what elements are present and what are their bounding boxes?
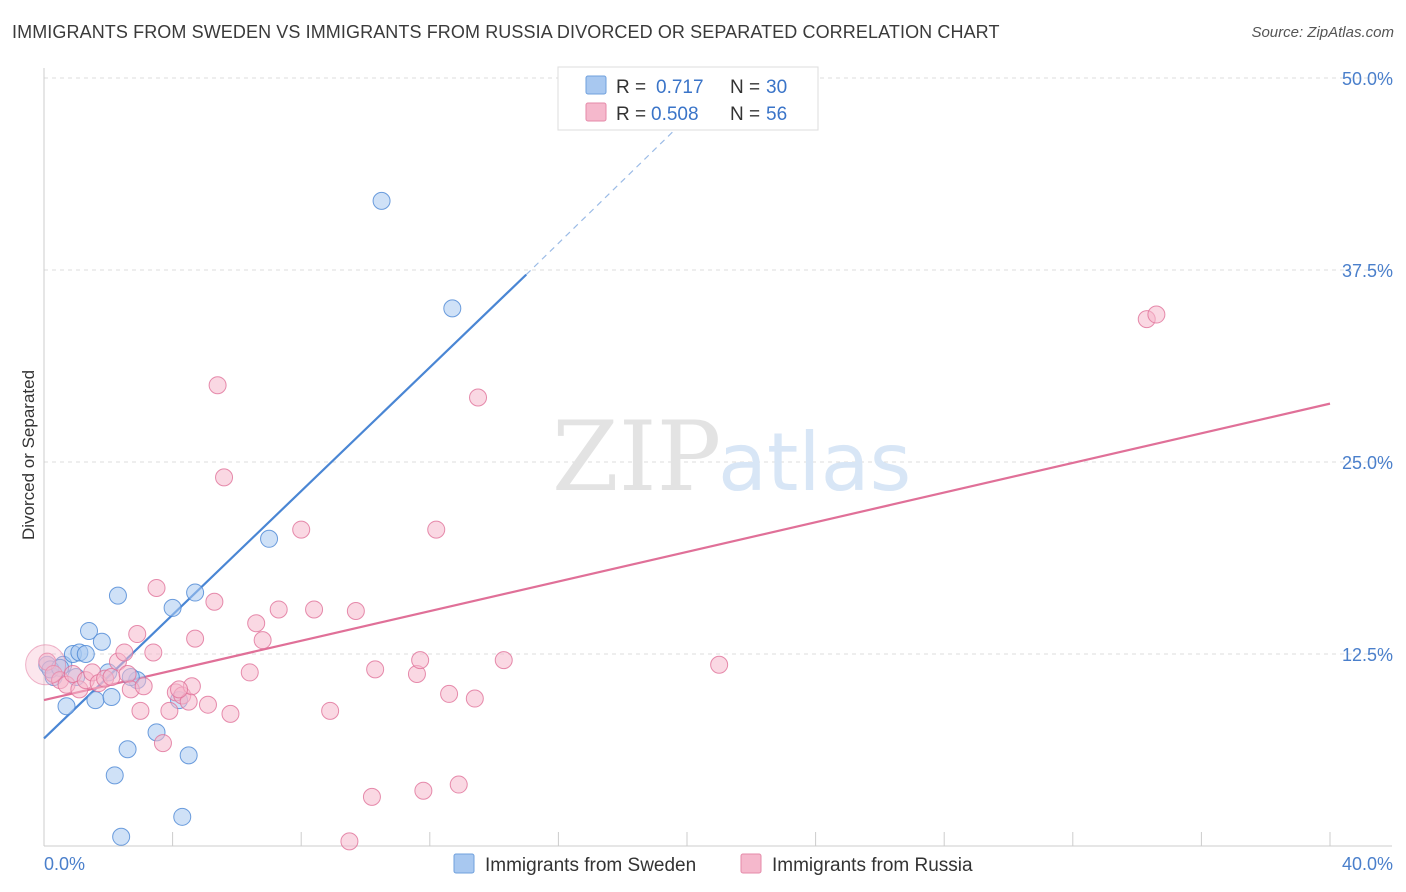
legend-r-value-russia: 0.508 [651, 104, 699, 125]
point-russia-47 [440, 684, 459, 703]
point-sweden-11 [102, 688, 121, 707]
source-label: Source: ZipAtlas.com [1251, 24, 1394, 41]
bottom-legend-label-sweden: Immigrants from Sweden [485, 855, 696, 876]
point-russia-39 [340, 832, 359, 851]
point-sweden-23 [260, 529, 279, 548]
point-russia-16 [134, 677, 153, 696]
legend-swatch-sweden [585, 75, 607, 95]
point-russia-27 [198, 695, 217, 714]
legend-n-value-russia: 56 [766, 104, 787, 125]
data-points [25, 191, 1166, 851]
point-russia-49 [465, 689, 484, 708]
point-cluster-origin [25, 644, 67, 686]
point-russia-19 [147, 578, 166, 597]
point-russia-38 [321, 701, 340, 720]
point-sweden-21 [179, 746, 198, 765]
point-sweden-3 [57, 697, 76, 716]
legend-r-value-sweden: 0.717 [656, 77, 704, 98]
y-tick-label-2: 37.5% [1342, 261, 1393, 281]
point-russia-34 [253, 631, 272, 650]
bottom-legend-label-russia: Immigrants from Russia [772, 855, 973, 876]
point-sweden-12 [105, 766, 124, 785]
point-sweden-14 [112, 827, 131, 846]
point-russia-32 [240, 663, 259, 682]
legend-r-label-russia: R = [616, 104, 646, 125]
y-axis-label: Divorced or Separated [19, 370, 38, 540]
point-sweden-18 [163, 598, 182, 617]
point-russia-41 [362, 787, 381, 806]
y-tick-labels: 12.5% 25.0% 37.5% 50.0% [1342, 69, 1393, 665]
point-russia-52 [710, 655, 729, 674]
point-russia-18 [144, 643, 163, 662]
point-russia-51 [494, 651, 513, 670]
bottom-legend: Immigrants from Sweden Immigrants from R… [453, 853, 973, 876]
point-russia-35 [269, 600, 288, 619]
legend-box: R = 0.717 N = 30 R = 0.508 N = 56 [557, 66, 819, 131]
point-russia-33 [247, 614, 266, 633]
point-russia-30 [215, 468, 234, 487]
point-russia-13 [118, 664, 137, 683]
point-russia-21 [160, 701, 179, 720]
trend-extension-0 [525, 117, 688, 276]
legend-n-label-russia: N = [730, 104, 760, 125]
point-russia-37 [305, 600, 324, 619]
point-russia-50 [469, 388, 488, 407]
point-sweden-15 [118, 740, 137, 759]
point-sweden-24 [372, 191, 391, 210]
point-russia-44 [411, 651, 430, 670]
point-sweden-8 [86, 691, 105, 710]
point-russia-17 [131, 701, 150, 720]
legend-n-value-sweden: 30 [766, 77, 787, 98]
watermark-zip: ZIP [552, 401, 721, 513]
point-russia-45 [414, 781, 433, 800]
bottom-legend-swatch-russia [740, 853, 762, 874]
point-russia-42 [366, 660, 385, 679]
point-russia-28 [205, 592, 224, 611]
axes [43, 68, 1392, 847]
point-sweden-7 [80, 621, 99, 640]
x-tick-labels: 0.0% 40.0% [44, 854, 1393, 874]
y-tick-label-1: 25.0% [1342, 453, 1393, 473]
point-russia-26 [186, 629, 205, 648]
point-russia-46 [427, 520, 446, 539]
point-russia-20 [153, 734, 172, 753]
bottom-legend-swatch-sweden [453, 853, 475, 874]
point-russia-54 [1147, 305, 1166, 324]
chart-title: IMMIGRANTS FROM SWEDEN VS IMMIGRANTS FRO… [12, 22, 1000, 42]
legend-n-label-sweden: N = [730, 77, 760, 98]
point-sweden-13 [108, 586, 127, 605]
point-sweden-9 [92, 632, 111, 651]
y-tick-label-0: 12.5% [1342, 645, 1393, 665]
y-tick-label-3: 50.0% [1342, 69, 1393, 89]
watermark-atlas: atlas [718, 416, 911, 509]
watermark: ZIP atlas [552, 401, 911, 513]
point-russia-15 [128, 625, 147, 644]
point-russia-48 [449, 775, 468, 794]
point-russia-36 [292, 520, 311, 539]
point-russia-29 [208, 376, 227, 395]
gridlines [44, 77, 1392, 655]
x-tick-label-1: 40.0% [1342, 854, 1393, 874]
legend-r-label-sweden: R = [616, 77, 646, 98]
point-sweden-6 [76, 645, 95, 663]
legend-swatch-russia [585, 102, 607, 122]
point-sweden-20 [173, 807, 192, 826]
point-sweden-22 [186, 583, 205, 602]
x-tick-label-0: 0.0% [44, 854, 85, 874]
point-russia-40 [346, 601, 365, 620]
point-russia-31 [221, 704, 240, 723]
point-sweden-25 [443, 299, 462, 318]
point-russia-12 [115, 643, 134, 662]
trend-line-1 [43, 402, 1331, 702]
point-russia-55 [170, 680, 189, 699]
point-russia-10 [102, 668, 121, 687]
